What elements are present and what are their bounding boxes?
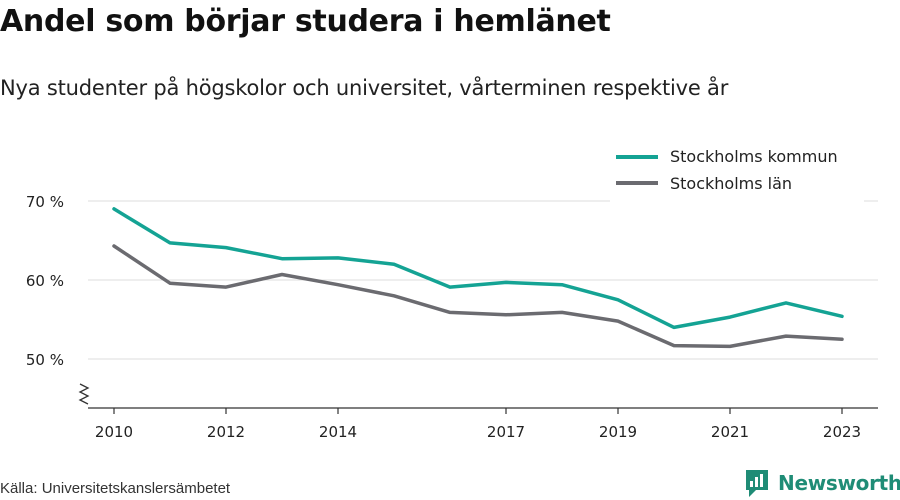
y-tick-label: 50 %: [26, 351, 64, 369]
y-axis-ticks: 50 % 60 % 70 %: [26, 193, 64, 369]
chart-subtitle: Nya studenter på högskolor och universit…: [0, 76, 729, 100]
x-tick-label: 2014: [319, 423, 357, 441]
x-tick-label: 2019: [599, 423, 637, 441]
x-axis-ticks: 2010 2012 2014 2017 2019 2021 2023: [95, 408, 861, 441]
newsworthy-logo-icon: [746, 470, 768, 497]
series-lines: [112, 207, 844, 349]
brand-name: Newsworthy: [778, 471, 900, 495]
legend-label-1: Stockholms län: [670, 174, 792, 193]
x-tick-label: 2012: [207, 423, 245, 441]
x-axis: [78, 383, 878, 409]
x-tick-label: 2023: [823, 423, 861, 441]
grid-lines: [88, 200, 878, 360]
y-tick-label: 60 %: [26, 272, 64, 290]
x-tick-label: 2021: [711, 423, 749, 441]
legend-background: [610, 138, 864, 202]
x-tick-label: 2010: [95, 423, 133, 441]
chart-title: Andel som börjar studera i hemlänet: [0, 4, 611, 39]
line-chart: 50 % 60 % 70 % 2010 2012 2014 2017 2019 2021 202…: [25, 138, 878, 441]
legend-label-0: Stockholms kommun: [670, 147, 838, 166]
series-line-1: [112, 244, 844, 349]
series-line-0: [112, 207, 844, 330]
brand-logo[interactable]: Newsworthy: [744, 468, 900, 498]
axis-break-icon: [78, 383, 90, 405]
y-tick-label: 70 %: [26, 193, 64, 211]
source-note: Källa: Universitetskanslersämbetet: [0, 480, 231, 497]
x-tick-label: 2017: [487, 423, 525, 441]
legend: Stockholms kommun Stockholms län: [610, 138, 864, 202]
